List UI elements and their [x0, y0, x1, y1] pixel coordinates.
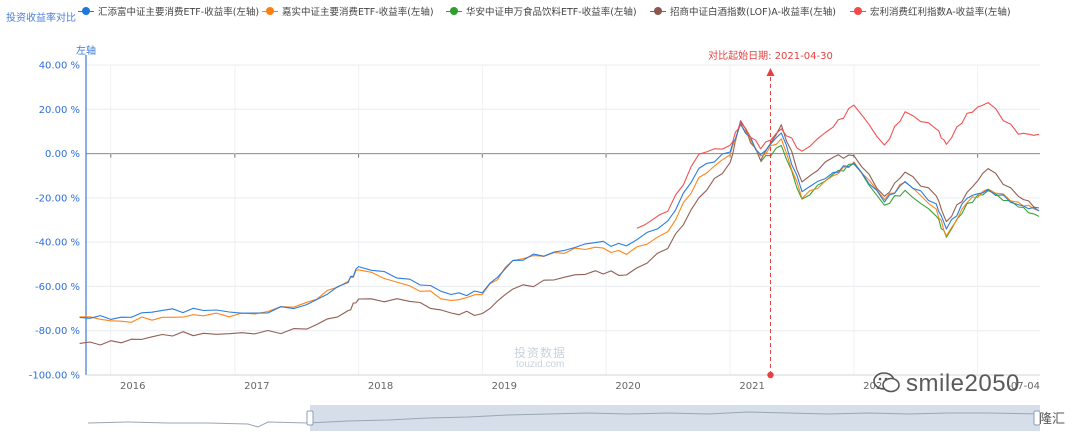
- x-tick-label: 2021: [739, 381, 764, 392]
- series-line: [79, 123, 1040, 323]
- y-tick-label: -100.00 %: [29, 371, 80, 382]
- x-tick-label: 2020: [615, 381, 640, 392]
- legend-item[interactable]: 汇添富中证主要消费ETF-收益率(左轴): [78, 4, 259, 18]
- legend-item[interactable]: 宏利消费红利指数A-收益率(左轴): [850, 4, 1011, 18]
- x-tick-label: -07-04: [1007, 381, 1040, 392]
- navigator-svg: [87, 405, 1041, 431]
- wechat-badge: [872, 372, 902, 394]
- legend-swatch: [446, 7, 462, 15]
- legend-swatch: [262, 7, 278, 15]
- legend-swatch: [850, 7, 866, 15]
- legend-swatch: [78, 7, 94, 15]
- wechat-icon: [873, 372, 900, 393]
- series-line: [79, 120, 1040, 346]
- range-navigator[interactable]: [87, 405, 1041, 431]
- x-tick-label: 2016: [120, 381, 145, 392]
- series-lines: [79, 102, 1040, 346]
- legend-label: 嘉实中证主要消费ETF-收益率(左轴): [282, 7, 434, 18]
- start-date-marker: 对比起始日期: 2021-04-30: [708, 49, 833, 379]
- legend-label: 招商中证白酒指数(LOF)A-收益率(左轴): [670, 7, 836, 18]
- y-tick-label: 0.00 %: [45, 149, 80, 160]
- series-line: [79, 123, 1040, 320]
- legend-label: 宏利消费红利指数A-收益率(左轴): [870, 7, 1011, 18]
- x-tick-label: 2018: [368, 381, 393, 392]
- x-tick-label: 2017: [244, 381, 269, 392]
- y-tick-label: -20.00 %: [35, 193, 80, 204]
- grid: [86, 64, 1040, 376]
- marker-label: 对比起始日期: 2021-04-30: [708, 49, 833, 62]
- watermark-wechat: smile2050: [906, 370, 1020, 397]
- y-tick-label: -60.00 %: [35, 282, 80, 293]
- y-tick-label: 40.00 %: [39, 61, 80, 72]
- series-line: [760, 144, 1040, 238]
- navigator-sparkline: [87, 411, 1041, 428]
- navigator-left-handle[interactable]: [306, 410, 314, 426]
- marker-arrow: [766, 68, 775, 76]
- y-tick-label: -40.00 %: [35, 238, 80, 249]
- navigator-right-handle[interactable]: [1033, 410, 1041, 426]
- watermark-site-cn: 投资数据: [514, 346, 567, 360]
- axes: 40.00 % 20.00 % 0.00 % -20.00 % -40.00 % -60.…: [29, 55, 1040, 392]
- legend-label: 汇添富中证主要消费ETF-收益率(左轴): [98, 7, 260, 18]
- series-line: [636, 102, 1040, 229]
- legend-label: 华安中证申万食品饮料ETF-收益率(左轴): [466, 7, 637, 18]
- watermark-site-en: touzid.com: [516, 359, 565, 370]
- legend-item[interactable]: 招商中证白酒指数(LOF)A-收益率(左轴): [650, 4, 836, 18]
- y-tick-label: -80.00 %: [35, 326, 80, 337]
- chart-title: 投资收益率对比: [6, 13, 76, 24]
- y-tick-label: 20.00 %: [39, 105, 80, 116]
- x-tick-label: 2019: [492, 381, 517, 392]
- legend-item[interactable]: 嘉实中证主要消费ETF-收益率(左轴): [262, 4, 434, 18]
- y-axis-name: 左轴: [76, 46, 96, 57]
- legend-swatch: [650, 7, 666, 15]
- marker-dot: [767, 371, 774, 379]
- legend-item[interactable]: 华安中证申万食品饮料ETF-收益率(左轴): [446, 4, 637, 18]
- legend: 汇添富中证主要消费ETF-收益率(左轴) 嘉实中证主要消费ETF-收益率(左轴) 华…: [0, 0, 1080, 22]
